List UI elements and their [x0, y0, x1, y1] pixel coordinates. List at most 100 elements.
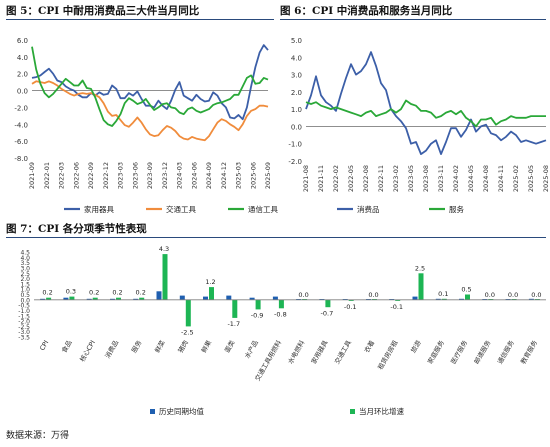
chart7-category-label: CPI — [38, 339, 50, 352]
chart7-bar-hist-avg — [133, 298, 139, 300]
chart7-legend-label-1: 当月环比增速 — [359, 406, 404, 416]
chart5-series-line-0 — [31, 44, 269, 121]
chart6-x-tick-label: 2024-02 — [452, 165, 460, 192]
chart7-bar-hist-avg — [110, 298, 115, 300]
chart5-x-tick-label: 2024-12 — [220, 162, 228, 189]
chart7-y-tick-label: 1.0 — [20, 287, 30, 294]
chart7-bar-mom — [92, 297, 98, 300]
chart7-data-label: 0.5 — [461, 286, 471, 294]
chart6-x-tick-label: 2021-08 — [302, 165, 310, 192]
chart7-y-tick-label: -0.5 — [18, 303, 30, 310]
chart5-x-tick-label: 2022-01 — [43, 162, 51, 189]
chart7-bar-mom — [302, 299, 308, 300]
chart7-category-label: 通信服务 — [495, 338, 516, 365]
chart7-bar-mom — [278, 299, 284, 309]
chart7-y-tick-label: 0.5 — [20, 292, 30, 299]
chart7-bar-hist-avg — [342, 299, 348, 300]
chart5-legend-label-2: 通信工具 — [248, 204, 278, 214]
chart7-legend-swatch-1 — [350, 409, 355, 414]
chart5-y-tick-label: -2.0 — [14, 104, 28, 112]
chart6-x-tick-label: 2022-02 — [332, 165, 340, 192]
chart7-data-label: -0.9 — [251, 311, 264, 319]
chart5-x-tick-label: 2024-03 — [176, 162, 184, 189]
chart7-category-label: 家庭服务 — [425, 338, 446, 365]
chart7-data-label: -2.5 — [181, 328, 194, 336]
chart6-x-tick-label: 2022-11 — [377, 165, 385, 192]
chart5-series-line-1 — [31, 80, 269, 142]
chart7-data-label: 0.1 — [438, 290, 448, 298]
chart6-y-tick-label: -2.0 — [288, 158, 302, 166]
chart7-y-tick-label: -1.0 — [18, 308, 30, 315]
chart7-bar-hist-avg — [249, 297, 255, 300]
chart7-y-tick-label: -2.5 — [18, 324, 30, 331]
chart5-x-tick-label: 2023-12 — [161, 162, 169, 189]
chart7-bar-mom — [185, 299, 191, 327]
chart5-x-tick-label: 2022-12 — [102, 162, 110, 189]
chart6-x-tick-label: 2023-11 — [437, 165, 445, 192]
figure5-title: 图 5：CPI 中耐用消费品三大件当月同比 — [6, 5, 200, 17]
chart7-y-tick-label: 2.0 — [20, 276, 30, 283]
figure6-title: 图 6：CPI 中消费品和服务当月同比 — [280, 5, 453, 17]
chart5-y-tick-label: 6.0 — [17, 37, 28, 45]
chart7-category-label: 猪肉 — [176, 339, 190, 355]
chart7-bar-mom — [511, 299, 517, 300]
chart7-bar-hist-avg — [459, 298, 464, 300]
chart7-bar-hist-avg — [505, 299, 511, 300]
chart7-bar-mom — [372, 299, 377, 300]
chart7-bar-hist-avg — [366, 299, 371, 300]
chart7-data-label: 2.5 — [415, 264, 425, 272]
chart5-x-tick-label: 2025-09 — [264, 162, 272, 189]
chart7-data-label: 0.2 — [89, 289, 99, 297]
chart7-y-tick-label: -3.5 — [18, 335, 30, 342]
chart7-category-label: 教育服务 — [518, 338, 539, 365]
chart7-bar-hist-avg — [179, 295, 185, 300]
chart7-bar-mom — [46, 297, 52, 300]
chart7-category-label: 邮递服务 — [472, 338, 493, 365]
chart7-bar-hist-avg — [319, 299, 325, 300]
chart7-category-label: 鲜果 — [199, 338, 214, 354]
chart5-legend-label-0: 家用器具 — [84, 204, 114, 214]
figure7-title-rule — [6, 237, 546, 238]
chart7-y-tick-label: 3.5 — [20, 260, 30, 267]
chart7-y-tick-label: 0.0 — [20, 297, 30, 304]
source-note: 数据来源：万得 — [6, 431, 70, 441]
chart7-y-tick-label: -3.0 — [18, 329, 30, 336]
chart6-x-tick-label: 2025-05 — [527, 165, 535, 192]
chart5-x-tick-label: 2021-09 — [28, 162, 36, 189]
chart7-data-label: 0.2 — [112, 289, 122, 297]
chart6-x-tick-label: 2022-05 — [347, 165, 355, 192]
chart5-x-tick-label: 2023-03 — [117, 162, 125, 189]
chart5-y-tick-label: -6.0 — [14, 138, 28, 146]
chart7-bar-hist-avg — [40, 298, 46, 300]
chart6-legend-label-0: 消费品 — [357, 204, 380, 214]
chart6-x-tick-label: 2025-08 — [542, 165, 550, 192]
chart7-bar-mom — [209, 287, 214, 300]
chart7-y-tick-label: 4.5 — [20, 250, 30, 257]
chart7-bar-mom — [69, 296, 75, 300]
chart6-x-tick-label: 2023-08 — [422, 165, 430, 192]
chart7-data-label: -0.1 — [390, 303, 403, 311]
chart5-y-tick-label: 4.0 — [17, 54, 28, 62]
chart5-x-tick-label: 2022-09 — [87, 162, 95, 189]
chart7-bar-hist-avg — [435, 298, 441, 300]
chart7-data-label: -0.1 — [344, 303, 357, 311]
chart7-category-label: 核心CPI — [77, 338, 97, 363]
chart6-series-line-0 — [305, 51, 547, 156]
chart5-y-tick-label: -4.0 — [14, 121, 28, 129]
chart7-category-label: 服务 — [129, 338, 144, 354]
chart7-bar-mom — [465, 294, 470, 300]
chart5-x-tick-label: 2025-03 — [235, 162, 243, 189]
chart7-category-label: 交通工具 — [332, 338, 353, 365]
chart7-category-label: 蛋类 — [222, 338, 237, 354]
figure6-title-rule — [280, 19, 546, 20]
chart6-x-tick-label: 2024-05 — [467, 165, 475, 192]
chart7-bar-hist-avg — [528, 298, 534, 300]
chart7-bar-hist-avg — [482, 299, 488, 300]
chart5-x-tick-label: 2023-09 — [146, 162, 154, 189]
chart7-bar-mom — [162, 254, 168, 300]
chart6-x-tick-label: 2024-08 — [482, 165, 490, 192]
chart7-data-label: 0.0 — [485, 291, 495, 299]
figure7-title: 图 7：CPI 各分项季节性表现 — [6, 223, 147, 235]
chart6-x-tick-label: 2023-02 — [392, 165, 400, 192]
